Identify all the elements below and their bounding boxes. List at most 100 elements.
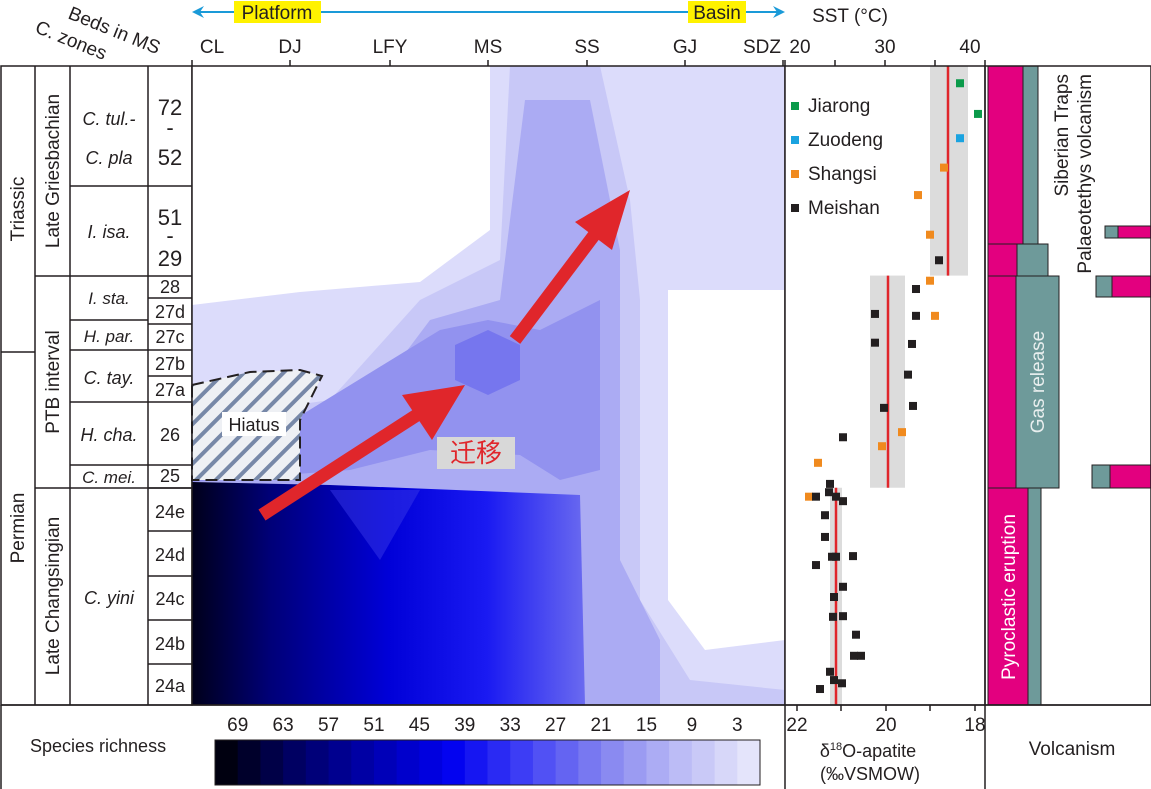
data-point-shangsi	[940, 163, 948, 172]
section-label: SS	[574, 37, 599, 58]
colorbar-tick-label: 33	[500, 715, 521, 736]
teal-bar	[1022, 65, 1039, 245]
colorbar-tick-label: 3	[732, 715, 743, 736]
section-labels: CL DJ LFY MS SS GJ SDZ	[191, 37, 784, 66]
period-triassic: Triassic	[8, 177, 29, 242]
colorbar-title: Species richness	[30, 736, 166, 756]
species-richness-contour: Hiatus 迁移	[191, 65, 786, 706]
data-point-meishan	[871, 338, 879, 347]
zone-label: I. sta.	[88, 289, 130, 308]
sst-panel: Jiarong Zuodeng Shangsi Meishan SST (°C) 20…	[784, 6, 986, 784]
data-point-shangsi	[814, 458, 822, 467]
data-point-shangsi	[898, 428, 906, 437]
legend-label: Shangsi	[808, 164, 877, 185]
contour-gap	[668, 290, 785, 650]
bed-label: 27d	[155, 302, 185, 322]
teal-bar	[1091, 464, 1111, 489]
colorbar-swatch	[737, 740, 761, 785]
sst-tick-label: 20	[789, 37, 810, 58]
zone-label: I. isa.	[87, 222, 130, 242]
bed-label: 28	[160, 277, 180, 297]
legend: Jiarong Zuodeng Shangsi Meishan	[791, 96, 883, 219]
contour-high-richness	[192, 482, 585, 705]
colorbar-swatch	[305, 740, 330, 785]
teal-bar	[1016, 243, 1049, 277]
data-point-shangsi	[926, 276, 934, 285]
colorbar-tick-label: 27	[545, 715, 566, 736]
colorbar-tick-label: 51	[363, 715, 384, 736]
arrow-left-icon	[192, 6, 204, 18]
colorbar-swatch	[623, 740, 647, 785]
volcanism-panel: Gas release Pyroclastic eruption Siberia…	[984, 65, 1151, 760]
legend-label: Jiarong	[808, 96, 870, 117]
sst-axis-title: SST (°C)	[812, 6, 888, 27]
colorbar-swatch	[714, 740, 738, 785]
data-point-shangsi	[878, 442, 886, 451]
platform-label: Platform	[242, 3, 313, 24]
colorbar-swatch	[510, 740, 534, 785]
data-point-zuodeng	[956, 134, 964, 143]
pyroclastic-bar	[987, 487, 1029, 706]
section-label: LFY	[373, 37, 408, 58]
bed-label: 51	[158, 205, 182, 230]
data-point-jiarong	[974, 109, 982, 118]
bed-label: -	[166, 115, 173, 140]
data-point-meishan	[909, 401, 917, 410]
colorbar-swatch	[691, 740, 716, 785]
data-point-meishan	[832, 492, 840, 501]
teal-bar	[1095, 275, 1113, 298]
stage-ptb-interval: PTB interval	[43, 330, 64, 433]
zone-label: H. cha.	[80, 425, 137, 445]
migration-label-bg	[437, 437, 515, 469]
zone-label: C. tul.-	[82, 109, 135, 129]
section-label: MS	[474, 37, 503, 58]
colorbar-swatch	[328, 740, 352, 785]
legend-label: Meishan	[808, 198, 880, 219]
richness-colorbar: Species richness 69 63 57 51 45 39 33 27 21 15 9 3	[30, 715, 761, 786]
data-point-shangsi	[931, 311, 939, 320]
d18o-tick-label: 18	[964, 715, 985, 736]
colorbar-swatch	[578, 740, 602, 785]
gas-release-label: Gas release	[1028, 331, 1049, 433]
basin-highlight	[688, 1, 746, 23]
d18o-tick-label: 20	[875, 715, 896, 736]
data-point-meishan	[912, 311, 920, 320]
sst-tick-label: 40	[959, 37, 980, 58]
period-permian: Permian	[8, 493, 29, 564]
colorbar-tick-label: 15	[636, 715, 657, 736]
basin-label: Basin	[693, 3, 741, 24]
section-label: SDZ	[743, 37, 781, 58]
colorbar-swatch	[260, 740, 284, 785]
magenta-bar	[987, 243, 1018, 277]
data-point-shangsi	[805, 492, 813, 501]
data-point-meishan	[826, 667, 834, 676]
colorbar-swatch	[487, 740, 511, 785]
colorbar-tick-label: 9	[687, 715, 698, 736]
zone-label: H. par.	[84, 327, 134, 346]
colorbar-swatch	[283, 740, 307, 785]
stage-late-griesbachian: Late Griesbachian	[43, 94, 64, 248]
data-point-meishan	[849, 552, 857, 561]
legend-label: Zuodeng	[808, 130, 883, 151]
zone-label: C. mei.	[82, 468, 136, 487]
migration-label: 迁移	[450, 439, 502, 469]
stratigraphy-table: Triassic Permian Late Griesbachian PTB i…	[0, 65, 193, 706]
colorbar-tick-label: 69	[227, 715, 248, 736]
data-point-meishan	[935, 256, 943, 265]
section-label: GJ	[673, 37, 697, 58]
data-point-meishan	[850, 651, 858, 660]
d18o-axis-title: δ18O-apatite	[820, 741, 916, 761]
data-point-jiarong	[956, 79, 964, 88]
magenta-bar	[1109, 464, 1151, 489]
data-point-meishan	[839, 582, 847, 591]
stage-late-changsingian: Late Changsingian	[43, 517, 64, 675]
magenta-bar	[1117, 225, 1151, 239]
bed-label: 27a	[155, 380, 186, 400]
data-point-meishan	[838, 679, 846, 688]
bed-label: 24d	[155, 545, 185, 565]
zone-label: C. yini	[84, 588, 135, 608]
data-point-meishan	[812, 561, 820, 570]
hiatus-label: Hiatus	[228, 415, 279, 435]
data-point-shangsi	[926, 230, 934, 239]
colorbar-swatch	[601, 740, 625, 785]
